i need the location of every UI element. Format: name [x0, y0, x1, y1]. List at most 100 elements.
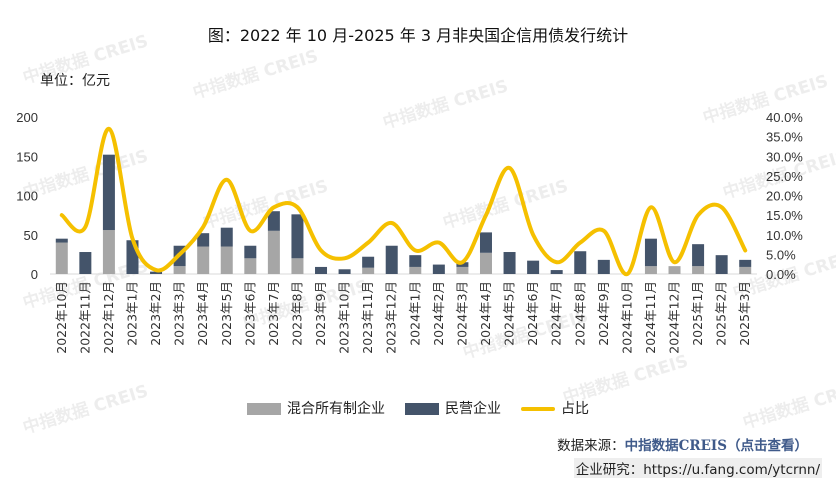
x-tick-label: 2022年11月: [77, 281, 92, 354]
bar-mixed: [244, 258, 257, 274]
x-tick-label: 2022年10月: [54, 281, 69, 354]
y-left-tick: 100: [16, 189, 38, 204]
x-tick-label: 2023年4月: [195, 281, 210, 346]
y-right-tick: 10.0%: [766, 228, 803, 243]
legend-label: 占比: [561, 401, 589, 417]
bar-mixed: [197, 246, 210, 274]
legend-label: 民营企业: [445, 401, 501, 417]
bar-mixed: [291, 258, 304, 274]
x-tick-label: 2023年12月: [384, 281, 399, 354]
bar-mixed: [173, 266, 186, 274]
x-tick-label: 2024年1月: [407, 281, 422, 346]
bar-private: [102, 154, 115, 231]
x-tick-label: 2024年10月: [619, 281, 634, 354]
x-tick-label: 2024年3月: [454, 281, 469, 346]
x-tick-label: 2024年7月: [549, 281, 564, 346]
x-tick-label: 2023年1月: [124, 281, 139, 346]
x-tick-label: 2023年9月: [313, 281, 328, 346]
bar-private: [220, 227, 233, 247]
chart: 0 50 100 150 200 0.0% 5.0% 10.0% 15.0% 20.0% 25.0%…: [16, 110, 803, 354]
bar-mixed: [456, 266, 469, 274]
bar-private: [79, 252, 92, 274]
bar-mixed: [644, 266, 657, 274]
bar-private: [55, 238, 68, 243]
y-right-tick: 25.0%: [766, 169, 803, 184]
bar-mixed: [102, 230, 115, 274]
x-tick-label: 2024年11月: [643, 281, 658, 354]
bar-mixed: [220, 246, 233, 274]
source-label: 数据来源：: [557, 438, 625, 454]
bar-private: [362, 256, 375, 268]
x-tick-label: 2023年2月: [148, 281, 163, 346]
bar-mixed: [267, 230, 280, 274]
x-tick-label: 2024年2月: [431, 281, 446, 346]
x-tick-label: 2024年5月: [502, 281, 517, 346]
x-tick-label: 2023年6月: [242, 281, 257, 346]
unit-label: 单位：亿元: [40, 73, 110, 89]
y-right-tick: 5.0%: [766, 247, 796, 262]
x-tick-label: 2022年12月: [101, 281, 116, 354]
x-tick-label: 2023年7月: [266, 281, 281, 346]
bar-private: [291, 214, 304, 259]
y-right-tick: 20.0%: [766, 189, 803, 204]
legend-item-ratio: 占比: [521, 398, 589, 418]
y-left-tick: 0: [31, 267, 38, 282]
bar-private: [432, 264, 445, 274]
x-tick-label: 2024年4月: [478, 281, 493, 346]
bar-mixed: [55, 242, 68, 274]
bar-private: [267, 211, 280, 231]
x-tick-label: 2023年3月: [172, 281, 187, 346]
bar-mixed: [739, 266, 752, 274]
y-right-tick: 15.0%: [766, 208, 803, 223]
bar-mixed: [479, 252, 492, 274]
bar-mixed: [362, 267, 375, 274]
y-left-tick: 50: [24, 228, 38, 243]
x-tick-label: 2023年8月: [289, 281, 304, 346]
legend: 混合所有制企业 民营企业 占比: [0, 398, 836, 418]
bar-private: [338, 269, 351, 274]
research-link[interactable]: 企业研究：https://u.fang.com/ytcrnn/: [573, 458, 822, 478]
source-link[interactable]: 中指数据CREIS（点击查看）: [624, 438, 808, 454]
y-left-tick: 200: [16, 110, 38, 125]
x-tick-label: 2024年9月: [596, 281, 611, 346]
bar-private: [385, 245, 398, 274]
bar-private: [197, 233, 210, 247]
bar-private: [150, 271, 163, 274]
bar-mixed: [409, 266, 422, 274]
x-tick-label: 2023年11月: [360, 281, 375, 354]
x-tick-label: 2025年2月: [714, 281, 729, 346]
chart-title: 图：2022 年 10 月-2025 年 3 月非央国企信用债发行统计: [207, 26, 629, 45]
legend-label: 混合所有制企业: [287, 401, 385, 417]
bar-private: [503, 252, 516, 274]
bar-private: [456, 262, 469, 267]
bar-private: [715, 255, 728, 274]
y-right-tick: 40.0%: [766, 110, 803, 125]
x-tick-label: 2025年1月: [690, 281, 705, 346]
y-left-tick: 150: [16, 149, 38, 164]
x-tick-label: 2024年6月: [525, 281, 540, 346]
bar-private: [315, 266, 328, 274]
x-tick-label: 2024年12月: [667, 281, 682, 354]
x-tick-label: 2023年10月: [337, 281, 352, 354]
bar-private: [409, 255, 422, 267]
bar-private: [479, 232, 492, 253]
bar-private: [692, 244, 705, 267]
legend-item-private: 民营企业: [405, 398, 501, 418]
bar-private: [244, 245, 257, 259]
bar-private: [574, 251, 587, 274]
y-right-tick: 0.0%: [766, 267, 796, 282]
y-right-tick: 35.0%: [766, 130, 803, 145]
bar-private: [644, 238, 657, 267]
bar-mixed: [668, 266, 681, 274]
x-tick-label: 2024年8月: [572, 281, 587, 346]
bar-mixed: [692, 266, 705, 274]
x-tick-label: 2023年5月: [219, 281, 234, 346]
x-tick-label: 2025年3月: [737, 281, 752, 346]
legend-item-mixed: 混合所有制企业: [247, 398, 385, 418]
bar-private: [527, 260, 540, 274]
y-right-tick: 30.0%: [766, 149, 803, 164]
ratio-line: [59, 126, 748, 276]
bar-private: [739, 259, 752, 267]
bar-private: [550, 270, 563, 274]
source-line: 数据来源：中指数据CREIS（点击查看）: [557, 434, 808, 454]
